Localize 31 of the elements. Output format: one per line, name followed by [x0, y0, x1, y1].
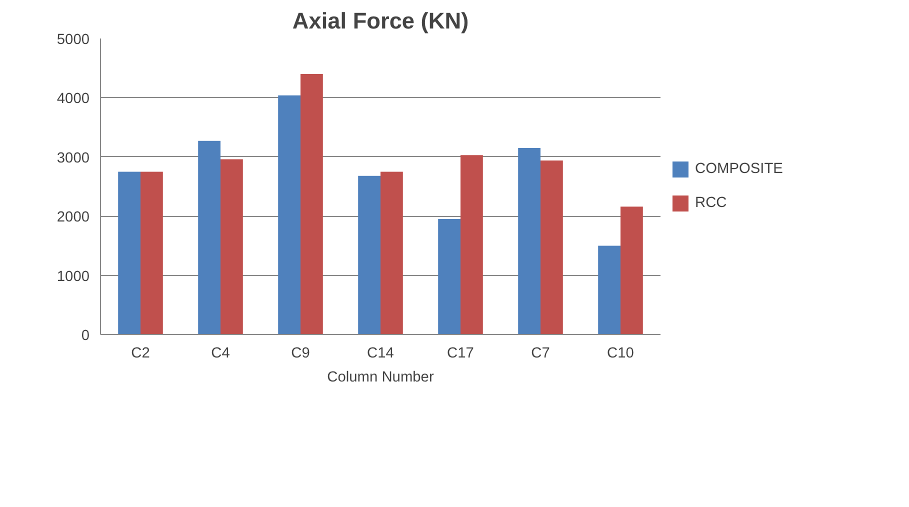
legend-label: RCC	[695, 195, 727, 211]
bar	[380, 172, 403, 334]
x-axis-title: Column Number	[327, 370, 434, 386]
bar	[438, 219, 460, 334]
bar	[118, 172, 140, 334]
bar	[620, 206, 643, 334]
x-tick-label: C2	[131, 346, 150, 362]
legend-label: COMPOSITE	[695, 161, 783, 177]
y-tick-label: 5000	[56, 32, 90, 48]
y-tick-label: 1000	[56, 268, 90, 285]
bar	[198, 140, 220, 334]
bar	[278, 95, 300, 334]
x-tick-label: C17	[447, 346, 474, 362]
x-tick-label: C10	[607, 346, 634, 362]
bar	[140, 172, 163, 334]
bar	[598, 246, 620, 334]
bar	[460, 155, 483, 334]
bar	[220, 159, 243, 334]
x-tick-label: C9	[291, 346, 310, 362]
y-tick-label: 4000	[56, 91, 90, 108]
x-tick-label: C4	[211, 346, 230, 362]
y-tick-label: 2000	[56, 210, 90, 226]
y-tick-label: 3000	[56, 150, 90, 166]
bar	[518, 148, 540, 334]
x-tick-label: C14	[367, 346, 394, 362]
y-tick-label: 0	[81, 328, 90, 344]
x-tick-label: C7	[531, 346, 550, 362]
bar	[300, 74, 323, 334]
chart-title: Axial Force (KN)	[292, 8, 469, 34]
bar	[358, 176, 380, 334]
bar	[540, 160, 563, 334]
